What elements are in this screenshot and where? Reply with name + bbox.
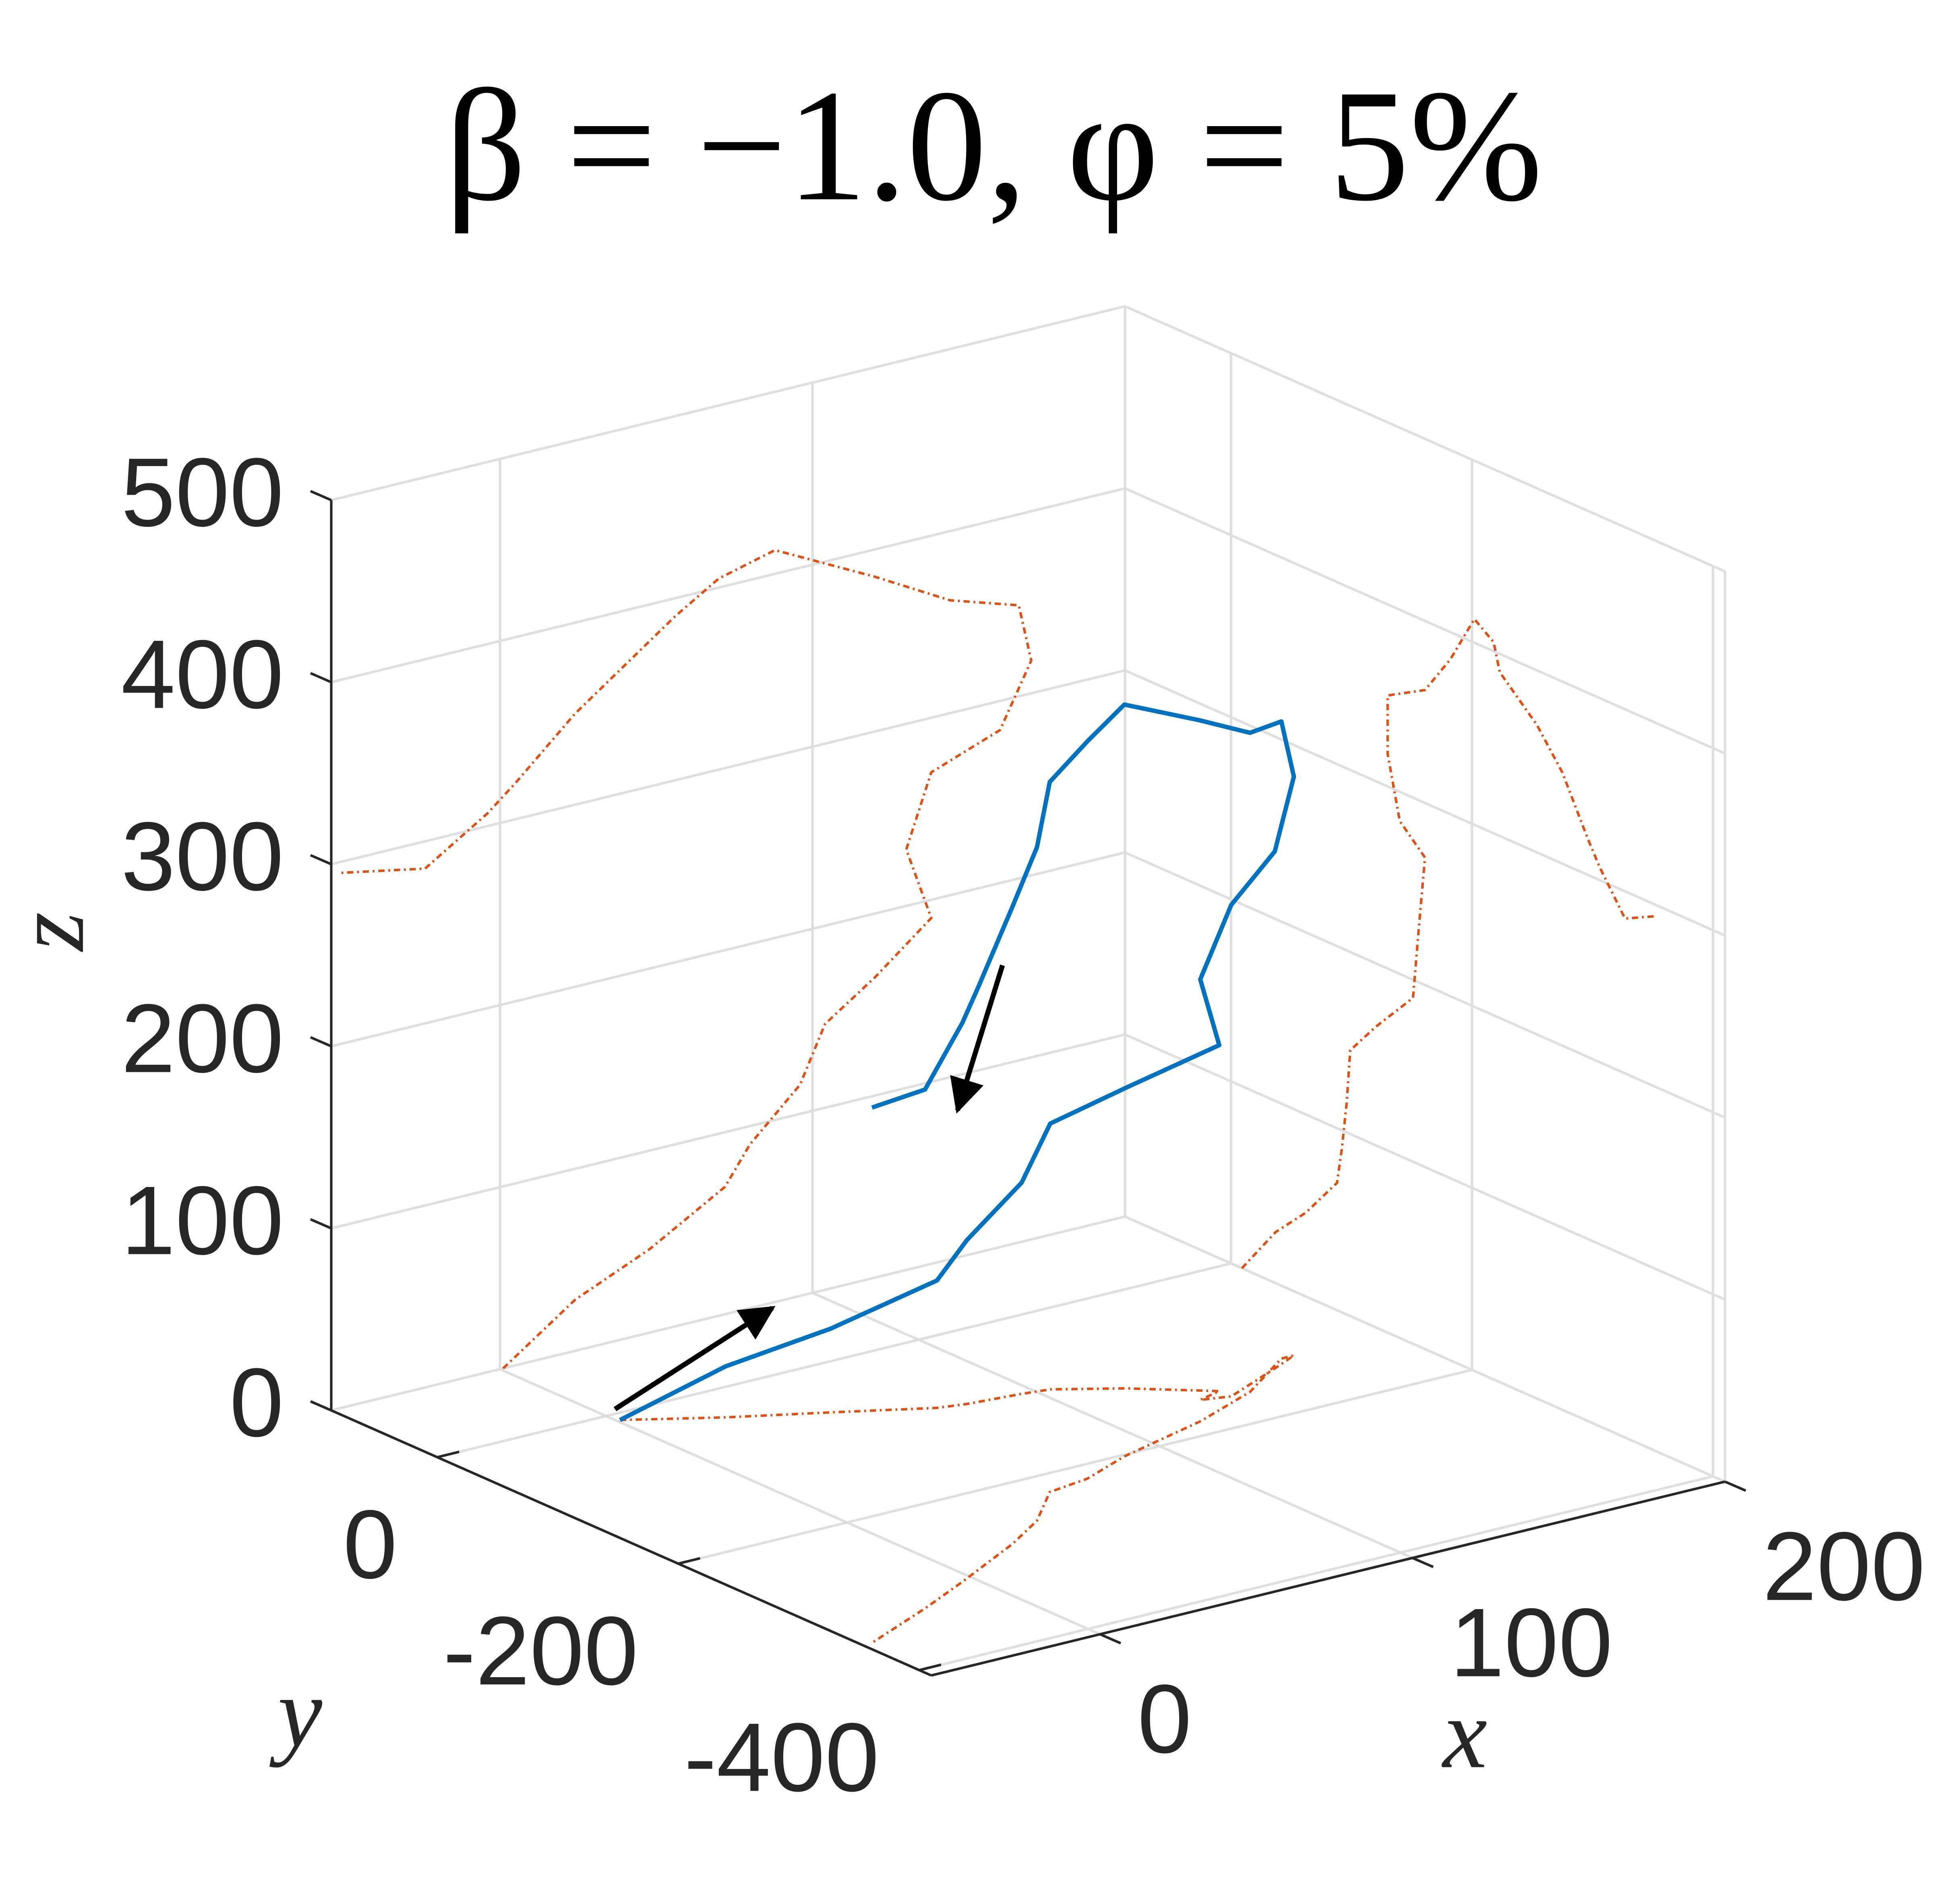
x-tick: [1099, 1633, 1122, 1645]
grid-line: [919, 1475, 1714, 1672]
z-tick: [310, 854, 332, 866]
y-axis-label: y: [269, 1657, 323, 1768]
direction-arrow: [950, 964, 1005, 1114]
direction-arrow: [613, 1305, 776, 1411]
y-axis-line: [331, 1409, 932, 1677]
z-tick-label: 0: [230, 1349, 284, 1457]
y-tick: [437, 1450, 459, 1458]
projection-yz-wall: [1241, 617, 1657, 1269]
grid-line: [331, 851, 1126, 1048]
grid-line: [812, 1292, 1413, 1559]
trajectory: [619, 702, 1296, 1422]
grid-line: [1124, 1215, 1726, 1483]
z-tick-label: 300: [121, 802, 284, 911]
z-axis-label: z: [0, 912, 105, 952]
x-tick-label: 200: [1763, 1512, 1925, 1621]
z-tick: [310, 1400, 332, 1412]
grid-line: [1124, 487, 1726, 755]
x-tick-label: 100: [1450, 1589, 1613, 1697]
grid-line: [1124, 1033, 1726, 1301]
grid-line: [437, 1262, 1231, 1458]
y-tick-label: 0: [343, 1490, 397, 1599]
grid-line: [499, 1368, 1101, 1636]
z-tick: [310, 1036, 332, 1048]
x-tick: [1724, 1480, 1747, 1492]
x-tick: [1412, 1557, 1434, 1568]
y-tick-label: -400: [684, 1703, 880, 1812]
y-tick: [919, 1663, 942, 1672]
grid-line: [678, 1369, 1472, 1565]
z-tick-label: 400: [121, 620, 284, 729]
grid-line: [1124, 305, 1726, 573]
grid-line: [331, 1215, 1126, 1412]
z-tick: [310, 672, 332, 684]
projection-floor: [620, 1354, 1295, 1644]
projection-xz-wall: [340, 549, 1033, 1369]
x-axis-label: x: [1441, 1678, 1487, 1789]
z-tick: [310, 1218, 332, 1230]
chart-title: β = −1.0, φ = 5%: [445, 57, 1543, 234]
z-tick-label: 100: [121, 1166, 284, 1275]
grid-line: [331, 305, 1126, 501]
x-axis-line: [931, 1480, 1726, 1677]
z-tick: [310, 490, 332, 501]
grid-line: [331, 1033, 1126, 1230]
grid-line: [1124, 851, 1726, 1119]
grid: [331, 305, 1726, 1672]
grid-line: [331, 669, 1126, 866]
grid-line: [1124, 669, 1726, 937]
x-tick-label: 0: [1138, 1665, 1192, 1773]
z-tick-label: 500: [121, 438, 284, 547]
y-tick-label: -200: [443, 1597, 638, 1705]
z-tick-label: 200: [121, 984, 284, 1093]
grid-line: [331, 487, 1126, 684]
plot-area: [340, 549, 1657, 1644]
y-tick: [678, 1557, 701, 1565]
